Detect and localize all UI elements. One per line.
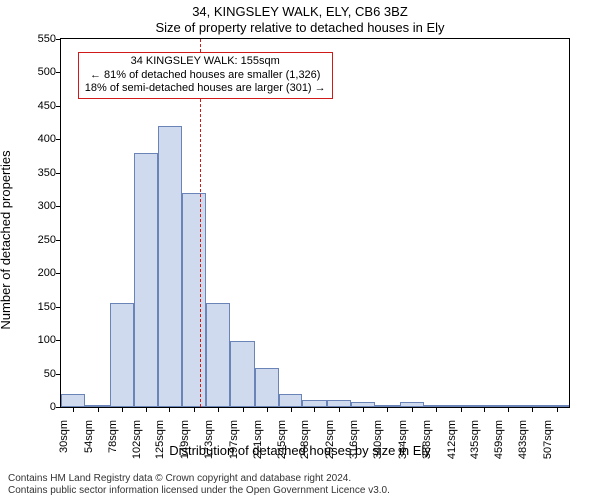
y-tick [56, 139, 61, 140]
y-tick-label: 500 [38, 66, 56, 78]
footer-line-1: Contains HM Land Registry data © Crown c… [8, 473, 390, 485]
y-tick-label: 400 [38, 133, 56, 145]
y-tick-label: 250 [38, 234, 56, 246]
y-tick [56, 72, 61, 73]
y-tick [56, 240, 61, 241]
x-tick [436, 407, 437, 412]
histogram-bar [327, 400, 351, 407]
y-tick [56, 407, 61, 408]
y-tick-label: 50 [44, 368, 56, 380]
histogram-bar [255, 368, 279, 407]
histogram-bar [61, 394, 85, 407]
x-tick [98, 407, 99, 412]
x-tick [169, 407, 170, 412]
x-tick [146, 407, 147, 412]
annotation-line: ← 81% of detached houses are smaller (1,… [85, 69, 326, 83]
x-tick [508, 407, 509, 412]
annotation-line: 34 KINGSLEY WALK: 155sqm [85, 55, 326, 69]
chart-title-address: 34, KINGSLEY WALK, ELY, CB6 3BZ [0, 4, 600, 19]
histogram-bar [134, 153, 158, 407]
y-tick-label: 550 [38, 33, 56, 45]
chart-subtitle: Size of property relative to detached ho… [0, 20, 600, 35]
x-tick [73, 407, 74, 412]
x-tick [291, 407, 292, 412]
x-tick [218, 407, 219, 412]
x-tick [363, 407, 364, 412]
y-tick [56, 374, 61, 375]
y-tick [56, 106, 61, 107]
annotation-line: 18% of semi-detached houses are larger (… [85, 82, 326, 96]
x-tick [461, 407, 462, 412]
y-tick [56, 307, 61, 308]
x-tick [387, 407, 388, 412]
x-tick [314, 407, 315, 412]
x-tick [122, 407, 123, 412]
footer-line-2: Contains public sector information licen… [8, 485, 390, 497]
footer-attribution: Contains HM Land Registry data © Crown c… [8, 473, 390, 497]
histogram-bar [279, 394, 302, 407]
annotation-box: 34 KINGSLEY WALK: 155sqm← 81% of detache… [78, 52, 333, 99]
y-tick-label: 350 [38, 167, 56, 179]
y-tick-label: 0 [50, 401, 56, 413]
y-tick [56, 273, 61, 274]
x-tick [267, 407, 268, 412]
y-tick [56, 39, 61, 40]
histogram-bar [230, 341, 254, 407]
histogram-bar [110, 303, 134, 407]
chart-plot-area: 34 KINGSLEY WALK: 155sqm← 81% of detache… [60, 38, 570, 408]
histogram-bar [302, 400, 326, 407]
histogram-bar [182, 193, 206, 407]
x-tick [243, 407, 244, 412]
y-tick-label: 100 [38, 334, 56, 346]
y-tick-label: 150 [38, 301, 56, 313]
y-tick-label: 450 [38, 100, 56, 112]
histogram-bar [158, 126, 181, 407]
x-tick [194, 407, 195, 412]
histogram-bar [206, 303, 230, 407]
x-tick [532, 407, 533, 412]
y-tick-label: 200 [38, 267, 56, 279]
x-tick [484, 407, 485, 412]
x-tick [412, 407, 413, 412]
y-tick [56, 340, 61, 341]
y-tick [56, 173, 61, 174]
x-tick [339, 407, 340, 412]
x-tick [557, 407, 558, 412]
y-tick [56, 206, 61, 207]
y-tick-label: 300 [38, 200, 56, 212]
